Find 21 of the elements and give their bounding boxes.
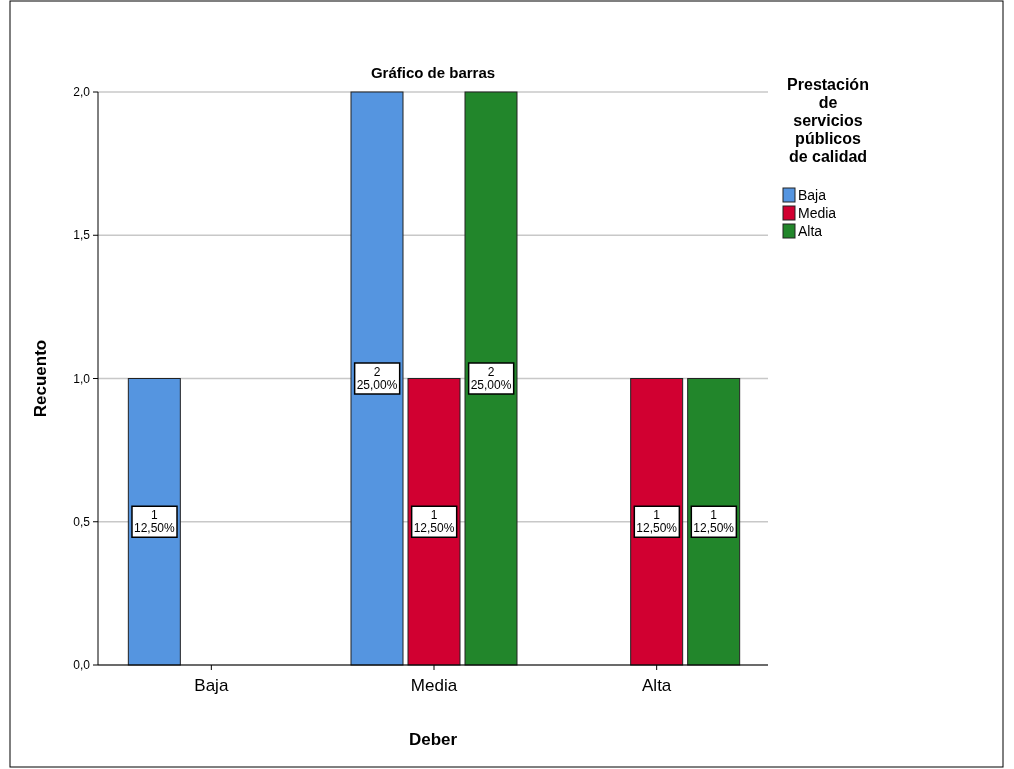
legend-label: Alta [798, 223, 823, 239]
x-tick-label: Alta [642, 676, 672, 695]
data-label: 2 25,00% [356, 365, 398, 392]
x-tick-label: Media [410, 676, 458, 695]
x-tick-label: Baja [194, 676, 229, 695]
data-label: 1 12,50% [636, 508, 678, 536]
y-tick-label: 2,0 [73, 85, 91, 99]
y-tick-label: 1,0 [73, 371, 91, 386]
y-tick-label: 0,0 [73, 658, 91, 672]
chart-title: Gráfico de barras [370, 64, 496, 81]
data-label: 1 12,50% [413, 508, 455, 536]
legend-title: Prestación de servicios públicos de calidad [787, 76, 869, 165]
data-label: 2 25,00% [470, 365, 512, 392]
legend-label: Baja [798, 187, 827, 203]
y-tick-label: 0,5 [73, 514, 91, 529]
data-label: 1 12,50% [693, 508, 735, 536]
x-axis-title: Deber [408, 730, 458, 749]
legend-label: Media [798, 205, 837, 221]
y-tick-label: 1,5 [73, 228, 91, 243]
y-axis-title: Recuento [31, 339, 50, 418]
data-label: 1 12,50% [133, 508, 176, 536]
